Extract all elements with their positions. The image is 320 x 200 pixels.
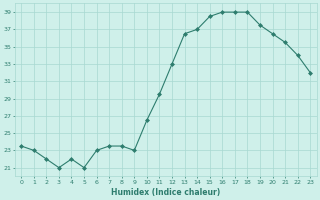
X-axis label: Humidex (Indice chaleur): Humidex (Indice chaleur) xyxy=(111,188,220,197)
